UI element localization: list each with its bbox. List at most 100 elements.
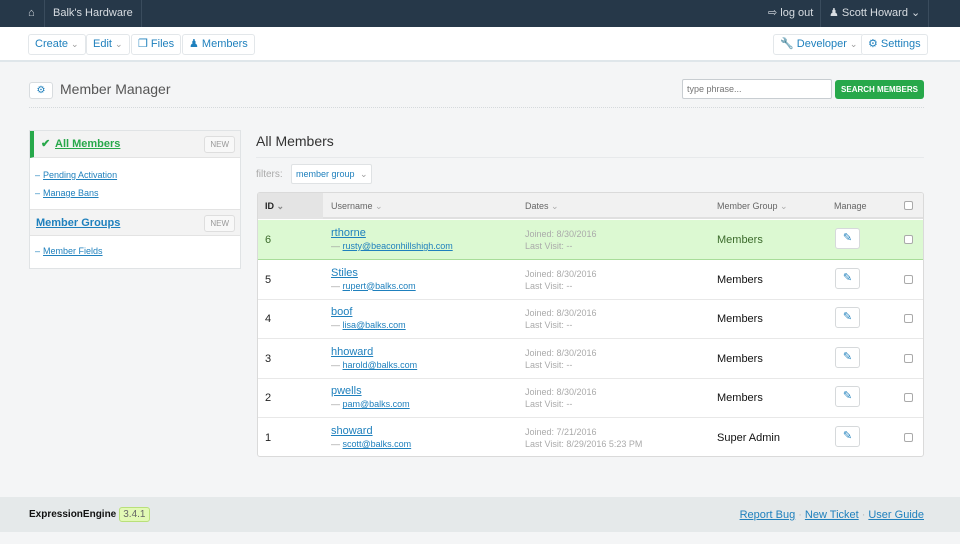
home-icon[interactable]: ⌂ <box>28 7 35 19</box>
new-member-button[interactable]: NEW <box>204 136 235 153</box>
row-checkbox[interactable] <box>904 353 913 363</box>
pencil-icon: ✎ <box>842 271 853 284</box>
edit-button[interactable]: ✎ <box>835 346 860 368</box>
footer: ExpressionEngine 3.4.1 Report Bug · New Tic… <box>0 497 960 532</box>
create-label: Create <box>35 38 69 50</box>
edit-button[interactable]: ✎ <box>835 307 860 329</box>
user-icon: ♟ <box>829 7 842 19</box>
email-link[interactable]: rupert@balks.com <box>342 280 416 291</box>
settings-button[interactable]: ⚙ Settings <box>861 34 928 55</box>
row-checkbox[interactable] <box>904 433 913 442</box>
member-fields-link[interactable]: Member Fields <box>43 246 103 256</box>
member-group: Members <box>717 234 763 246</box>
new-group-button[interactable]: NEW <box>204 215 235 232</box>
files-icon: ❐ <box>138 38 151 50</box>
sidebar-item-bans[interactable]: – Manage Bans <box>35 188 99 198</box>
logout-link[interactable]: ⇨ log out <box>760 0 821 27</box>
check-circle-icon: ✔ <box>41 138 51 150</box>
email-link[interactable]: lisa@balks.com <box>342 320 406 331</box>
member-groups-link[interactable]: Member Groups <box>36 217 121 229</box>
member-group: Members <box>717 392 763 405</box>
select-all-checkbox[interactable] <box>904 201 913 210</box>
edit-button[interactable]: ✎ <box>835 228 860 249</box>
pending-activation-link[interactable]: Pending Activation <box>43 170 118 180</box>
row-checkbox[interactable] <box>904 314 913 324</box>
chevron-down-icon: ⌄ <box>911 7 921 19</box>
table-row: 5 Stiles — rupert@balks.com Joined: 8/30/20… <box>258 260 923 300</box>
member-group: Members <box>717 352 763 365</box>
pencil-icon: ✎ <box>842 390 853 403</box>
sidebar-item-pending[interactable]: – Pending Activation <box>35 170 118 180</box>
email-link[interactable]: harold@balks.com <box>342 359 418 370</box>
last-visit: Last Visit: -- <box>525 359 573 370</box>
nav-bar: Create ⌄ Edit ⌄ ❐ Files ♟ Members 🔧 Develo… <box>0 27 960 62</box>
search-members-button[interactable]: SEARCH MEMBERS <box>835 80 924 99</box>
sidebar-item-all-members[interactable]: ✔ All Members NEW <box>30 131 240 158</box>
developer-label: Developer <box>796 38 847 50</box>
members-label: Members <box>201 38 248 50</box>
brand-name: ExpressionEngine <box>29 509 117 520</box>
site-name-link[interactable]: Balk's Hardware <box>44 0 142 27</box>
report-bug-link[interactable]: Report Bug <box>739 509 796 521</box>
developer-menu[interactable]: 🔧 Developer ⌄ <box>773 34 865 55</box>
username-link[interactable]: pwells <box>331 385 362 398</box>
email-link[interactable]: pam@balks.com <box>342 399 410 410</box>
dates-header-label: Dates <box>525 201 549 211</box>
group-header-label: Member Group <box>717 201 778 211</box>
files-button[interactable]: ❐ Files <box>131 34 182 55</box>
username-link[interactable]: showard <box>331 425 373 437</box>
section-title: All Members <box>256 133 334 149</box>
member-group-filter[interactable]: member group ⌄ <box>291 164 372 184</box>
search-input[interactable] <box>682 79 832 99</box>
edit-button[interactable]: ✎ <box>835 386 860 408</box>
user-menu[interactable]: ♟ Scott Howard ⌄ <box>820 0 930 27</box>
dates-cell: Joined: 8/30/2016 Last Visit: -- <box>525 228 597 252</box>
dates-cell: Joined: 8/30/2016 Last Visit: -- <box>525 307 597 331</box>
row-checkbox[interactable] <box>904 393 913 403</box>
page-header: ⚙ Member Manager SEARCH MEMBERS <box>29 79 924 108</box>
create-menu[interactable]: Create ⌄ <box>28 34 86 55</box>
username-link[interactable]: Stiles <box>331 266 358 279</box>
table-row: 6 rthorne — rusty@beaconhillshigh.com Joine… <box>258 220 923 260</box>
sidebar: ✔ All Members NEW – Pending Activation – M… <box>29 130 241 269</box>
site-name: Balk's Hardware <box>53 7 133 19</box>
pencil-icon: ✎ <box>842 311 853 324</box>
username-link[interactable]: rthorne <box>331 227 366 239</box>
member-id: 6 <box>265 234 272 246</box>
username-link[interactable]: boof <box>331 306 353 319</box>
users-icon: ♟ <box>189 38 202 50</box>
manage-bans-link[interactable]: Manage Bans <box>43 188 99 198</box>
username-column-header[interactable]: Username ⌄ <box>331 193 383 219</box>
edit-button[interactable]: ✎ <box>835 267 860 289</box>
version-badge: 3.4.1 <box>119 507 150 522</box>
member-group: Members <box>717 273 763 286</box>
all-members-link[interactable]: All Members <box>55 138 121 150</box>
new-ticket-link[interactable]: New Ticket <box>804 509 859 521</box>
username-link[interactable]: hhoward <box>331 345 374 358</box>
row-checkbox[interactable] <box>904 274 913 284</box>
group-column-header[interactable]: Member Group ⌄ <box>717 193 788 219</box>
edit-label: Edit <box>93 38 112 50</box>
email-link[interactable]: scott@balks.com <box>342 439 412 449</box>
last-visit: Last Visit: -- <box>525 280 573 291</box>
gear-icon[interactable]: ⚙ <box>29 82 53 99</box>
pencil-icon: ✎ <box>842 430 853 442</box>
user-name: Scott Howard <box>841 7 908 19</box>
members-button[interactable]: ♟ Members <box>182 34 255 55</box>
member-id: 3 <box>265 352 272 365</box>
edit-menu[interactable]: Edit ⌄ <box>86 34 130 55</box>
chevron-down-icon: ⌄ <box>375 201 383 211</box>
row-checkbox[interactable] <box>904 235 913 244</box>
sidebar-item-fields[interactable]: – Member Fields <box>35 246 103 256</box>
table-row: 4 boof — lisa@balks.com Joined: 8/30/2016 La… <box>258 299 923 340</box>
members-table: ID ⌄ Username ⌄ Dates ⌄ Member Group ⌄ M… <box>257 192 924 457</box>
edit-button[interactable]: ✎ <box>835 426 860 447</box>
dates-column-header[interactable]: Dates ⌄ <box>525 193 559 219</box>
user-guide-link[interactable]: User Guide <box>868 509 924 521</box>
id-column-header[interactable]: ID ⌄ <box>258 193 323 219</box>
footer-links: Report Bug · New Ticket · User Guide <box>739 509 924 521</box>
last-visit: Last Visit: -- <box>525 399 573 410</box>
email-link[interactable]: rusty@beaconhillshigh.com <box>342 241 453 251</box>
last-visit: Last Visit: -- <box>525 320 573 331</box>
sidebar-item-member-groups[interactable]: Member Groups NEW <box>30 209 240 236</box>
